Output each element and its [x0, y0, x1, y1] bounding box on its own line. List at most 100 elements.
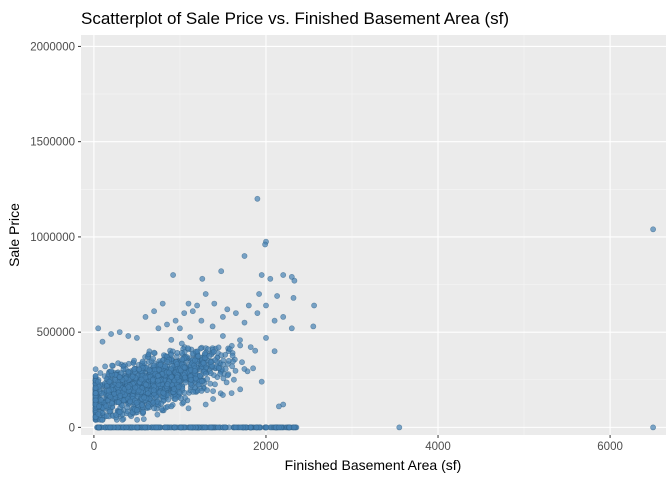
data-point — [133, 399, 140, 406]
data-point — [176, 325, 183, 332]
data-point — [115, 382, 122, 388]
data-point — [172, 396, 179, 402]
data-point — [92, 366, 99, 373]
data-point — [168, 373, 175, 380]
data-point — [174, 349, 181, 356]
data-point — [207, 370, 214, 377]
data-point — [245, 302, 252, 309]
data-point — [212, 381, 218, 388]
data-point — [174, 361, 180, 367]
data-point — [237, 386, 244, 393]
data-point — [290, 424, 297, 431]
data-point — [650, 424, 656, 431]
data-point — [187, 334, 194, 340]
data-point — [280, 272, 287, 278]
data-point — [185, 300, 192, 307]
data-point — [207, 359, 214, 365]
data-point — [224, 372, 231, 379]
grid-major — [81, 35, 666, 435]
data-point — [119, 402, 126, 409]
data-point — [210, 396, 216, 402]
data-point — [192, 375, 199, 382]
data-point — [241, 253, 248, 259]
x-tick-label: 6000 — [597, 441, 623, 453]
data-point — [96, 403, 102, 410]
data-point — [201, 424, 208, 431]
data-point — [153, 424, 160, 431]
data-point — [185, 405, 192, 412]
x-axis-ticks: 0 2000 4000 6000 — [91, 435, 623, 453]
data-point — [109, 362, 115, 369]
data-point — [131, 357, 137, 364]
data-point — [140, 416, 147, 422]
data-point — [97, 370, 104, 376]
data-point — [191, 357, 198, 364]
x-tick-label: 0 — [91, 441, 97, 453]
data-point — [219, 313, 226, 320]
data-point — [229, 352, 236, 359]
data-point — [396, 424, 403, 431]
data-point — [117, 392, 124, 399]
data-point — [196, 372, 203, 379]
data-point — [217, 371, 223, 377]
data-point — [189, 308, 196, 315]
data-point — [230, 376, 237, 383]
data-point — [280, 313, 287, 320]
data-point — [92, 390, 99, 396]
data-point — [241, 366, 248, 372]
data-point — [271, 317, 278, 324]
data-point — [275, 403, 282, 410]
data-point — [254, 310, 261, 316]
data-point — [108, 400, 115, 407]
data-point — [116, 374, 123, 380]
data-point — [179, 356, 186, 363]
data-point — [207, 424, 214, 431]
data-point — [263, 302, 269, 309]
data-point — [209, 323, 216, 330]
x-tick-label: 2000 — [253, 441, 279, 453]
data-point — [102, 363, 108, 370]
data-point — [232, 310, 239, 316]
data-point — [98, 397, 104, 403]
data-point — [182, 374, 188, 381]
y-axis-ticks: 0 500000 1000000 1500000 2000000 — [30, 41, 81, 434]
data-point — [194, 348, 201, 355]
data-point — [115, 399, 122, 406]
data-point — [218, 268, 225, 275]
data-point — [290, 294, 297, 301]
data-point — [155, 325, 162, 332]
data-point — [253, 424, 260, 431]
data-point — [119, 416, 126, 423]
data-point — [215, 424, 221, 431]
data-point — [92, 373, 99, 379]
data-point — [111, 390, 118, 397]
data-point — [215, 364, 222, 371]
data-point — [254, 195, 261, 202]
data-point — [168, 336, 175, 343]
data-point — [181, 364, 188, 371]
data-point — [164, 321, 170, 328]
x-axis-label: Finished Basement Area (sf) — [285, 457, 462, 473]
data-point — [127, 398, 134, 405]
data-point — [188, 376, 194, 383]
data-point — [210, 388, 216, 394]
data-point — [190, 388, 197, 395]
data-point — [250, 365, 256, 372]
data-point — [107, 424, 114, 431]
data-point — [132, 384, 139, 391]
data-point — [150, 355, 157, 362]
data-point — [134, 416, 140, 423]
data-point — [198, 317, 205, 324]
data-point — [252, 347, 259, 354]
data-point — [174, 374, 181, 381]
data-point — [95, 424, 102, 431]
data-point — [222, 365, 229, 372]
data-point — [172, 317, 179, 324]
data-point — [168, 351, 175, 358]
data-point — [202, 401, 209, 408]
y-tick-label: 500000 — [37, 327, 75, 339]
data-point — [291, 277, 298, 284]
data-point — [92, 397, 99, 404]
data-point — [131, 365, 138, 372]
data-point — [202, 291, 209, 297]
